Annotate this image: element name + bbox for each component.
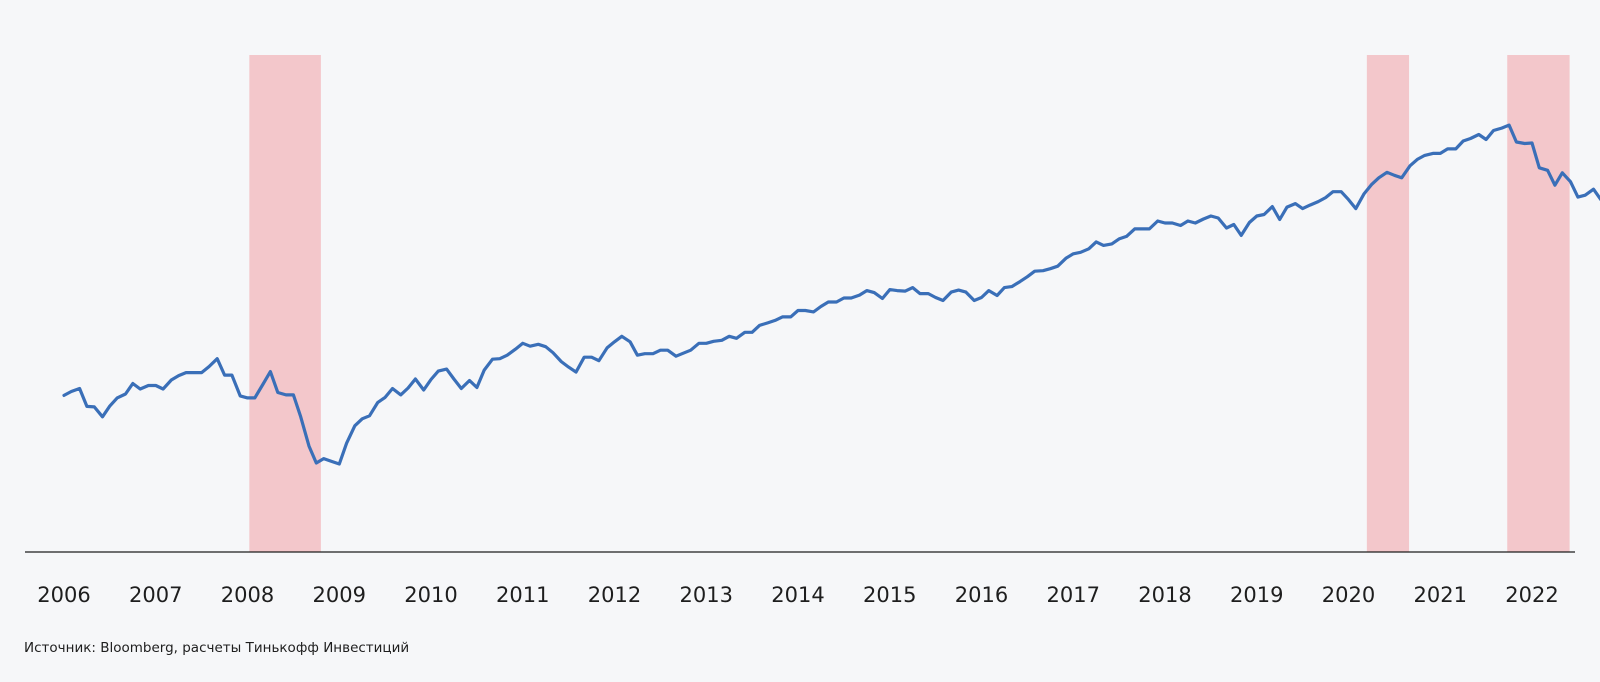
x-tick-label: 2020 [1322, 583, 1375, 607]
x-tick-label: 2019 [1230, 583, 1283, 607]
shaded-period-2 [1366, 55, 1410, 552]
series-layer [62, 123, 1600, 466]
source-note: Источник: Bloomberg, расчеты Тинькофф Ин… [24, 640, 410, 656]
line-chart: 2006 2007 2008 2009 2010 2011 2012 2013 2014 2015… [25, 55, 1600, 607]
x-tick-label: 2017 [1047, 583, 1100, 607]
x-axis-tick-labels: 2006 2007 2008 2009 2010 2011 2012 2013 2014 2015… [37, 583, 1558, 607]
x-tick-label: 2008 [221, 583, 274, 607]
x-tick-label: 2014 [771, 583, 824, 607]
x-tick-label: 2012 [588, 583, 641, 607]
shaded-periods [249, 55, 1570, 552]
x-tick-label: 2016 [955, 583, 1008, 607]
shaded-period-1 [249, 55, 321, 552]
x-tick-label: 2015 [863, 583, 916, 607]
x-tick-label: 2022 [1505, 583, 1558, 607]
x-tick-label: 2011 [496, 583, 549, 607]
x-tick-label: 2007 [129, 583, 182, 607]
x-tick-label: 2013 [680, 583, 733, 607]
x-tick-label: 2010 [404, 583, 457, 607]
shaded-period-3 [1507, 55, 1570, 552]
x-tick-label: 2021 [1414, 583, 1467, 607]
x-tick-label: 2018 [1138, 583, 1191, 607]
series-line-1 [62, 123, 1600, 466]
x-tick-label: 2009 [313, 583, 366, 607]
x-tick-label: 2006 [37, 583, 90, 607]
